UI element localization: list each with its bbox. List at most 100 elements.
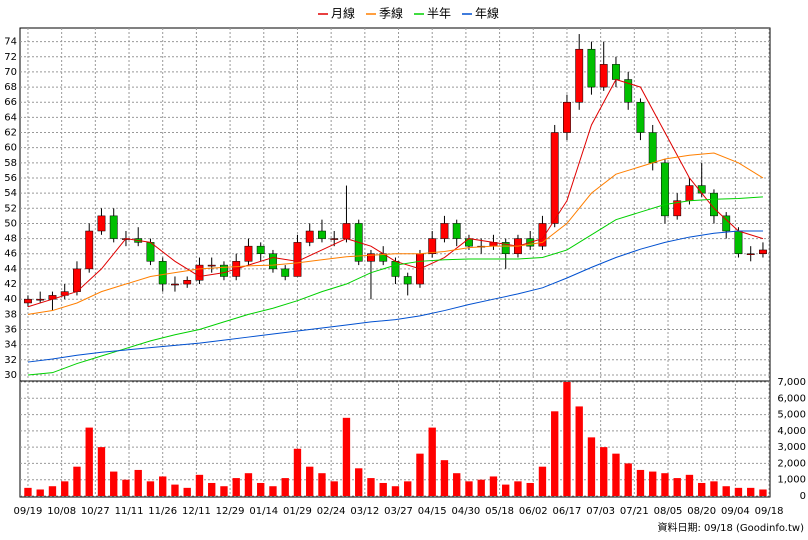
volume-bar — [122, 479, 130, 496]
volume-tick-label: 6,000 — [777, 393, 806, 404]
volume-bar — [710, 481, 718, 496]
volume-bar — [428, 427, 436, 496]
x-tick-label: 09/18 — [755, 506, 784, 517]
volume-bar — [685, 474, 694, 496]
x-tick-label: 07/03 — [586, 506, 615, 517]
volume-bar — [416, 453, 424, 496]
x-tick-label: 01/29 — [283, 506, 312, 517]
volume-bar — [73, 466, 81, 496]
y-tick-label: 36 — [4, 324, 17, 335]
volume-bar — [306, 466, 314, 496]
x-tick-label: 04/15 — [418, 506, 447, 517]
volume-bar — [661, 473, 669, 496]
candle-body — [109, 215, 118, 239]
candle-body — [734, 230, 743, 254]
x-tick-label: 12/11 — [182, 506, 211, 517]
volume-bar — [171, 484, 179, 496]
y-tick-label: 52 — [4, 203, 17, 214]
legend-label: 季線 — [379, 6, 403, 21]
ma-line — [27, 78, 764, 308]
volume-bar — [36, 489, 44, 496]
y-tick-label: 70 — [4, 67, 17, 78]
volume-bar — [624, 463, 632, 496]
candle-body — [146, 242, 155, 262]
candle-body — [367, 253, 375, 262]
candle-body — [281, 268, 290, 277]
volume-bar — [367, 478, 375, 496]
candle-body — [171, 283, 179, 286]
volume-bar — [440, 460, 449, 496]
y-tick-label: 62 — [4, 128, 17, 139]
volume-bar — [146, 481, 155, 496]
x-tick-label: 08/20 — [687, 506, 716, 517]
candle-body — [563, 101, 571, 133]
volume-bar — [48, 486, 57, 496]
y-tick-label: 44 — [4, 264, 17, 275]
y-tick-label: 64 — [4, 112, 17, 123]
ma-line — [27, 196, 763, 376]
ma-line — [27, 152, 764, 315]
y-tick-label: 68 — [4, 82, 17, 93]
candle-body — [440, 223, 449, 239]
volume-tick-label: 3,000 — [777, 442, 806, 453]
volume-bar — [281, 478, 289, 496]
volume-bar — [465, 481, 473, 496]
candle-body — [403, 276, 412, 285]
x-tick-label: 05/18 — [485, 506, 514, 517]
candle-body — [158, 261, 167, 285]
candle-body — [575, 48, 584, 103]
volume-bar — [318, 473, 326, 496]
y-tick-label: 42 — [4, 279, 17, 290]
candle-body — [73, 268, 81, 292]
volume-bar — [489, 476, 498, 496]
x-tick-label: 03/12 — [350, 506, 379, 517]
volume-bar — [24, 487, 32, 496]
candle-body — [244, 245, 253, 262]
candle-body — [452, 223, 461, 239]
x-tick-label: 09/19 — [14, 506, 43, 517]
volume-bar — [734, 487, 743, 496]
y-tick-label: 74 — [4, 37, 17, 48]
volume-tick-label: 2,000 — [777, 458, 806, 469]
candle-body — [293, 242, 302, 277]
candle-body — [195, 264, 204, 281]
volume-bar — [244, 473, 253, 496]
x-tick-label: 11/26 — [148, 506, 177, 517]
volume-bar — [698, 482, 706, 496]
legend-label: 半年 — [427, 7, 451, 21]
volume-bar — [747, 487, 755, 496]
y-tick-label: 58 — [4, 158, 17, 169]
y-tick-label: 48 — [4, 234, 17, 245]
volume-bar — [183, 487, 191, 496]
volume-bar — [61, 481, 69, 496]
legend: 月線 季線 半年 年線 — [318, 6, 499, 21]
volume-bar — [502, 484, 510, 496]
volume-bar — [404, 481, 412, 496]
volume-bar — [722, 486, 730, 496]
volume-bar — [110, 471, 118, 496]
volume-bar — [330, 481, 338, 496]
volume-bar — [257, 482, 265, 496]
y-tick-label: 30 — [4, 370, 17, 381]
volume-bar — [379, 482, 387, 496]
volume-bar — [575, 406, 583, 496]
x-tick-label: 03/27 — [384, 506, 413, 517]
x-tick-label: 06/02 — [519, 506, 548, 517]
y-tick-label: 46 — [4, 249, 17, 260]
volume-bar — [514, 481, 522, 496]
y-tick-label: 34 — [4, 340, 17, 351]
x-tick-label: 06/17 — [553, 506, 582, 517]
x-tick-label: 02/24 — [317, 506, 346, 517]
volume-bar — [612, 453, 620, 496]
volume-tick-label: 7,000 — [777, 377, 806, 388]
volume-bar — [759, 489, 767, 496]
volume-bar — [551, 411, 559, 496]
volume-bar — [587, 437, 596, 496]
candle-body — [587, 48, 596, 88]
candle-body — [36, 298, 45, 301]
candle-body — [207, 264, 216, 267]
candle-body — [305, 230, 314, 243]
candle-body — [501, 242, 510, 254]
candle-body — [342, 223, 351, 239]
